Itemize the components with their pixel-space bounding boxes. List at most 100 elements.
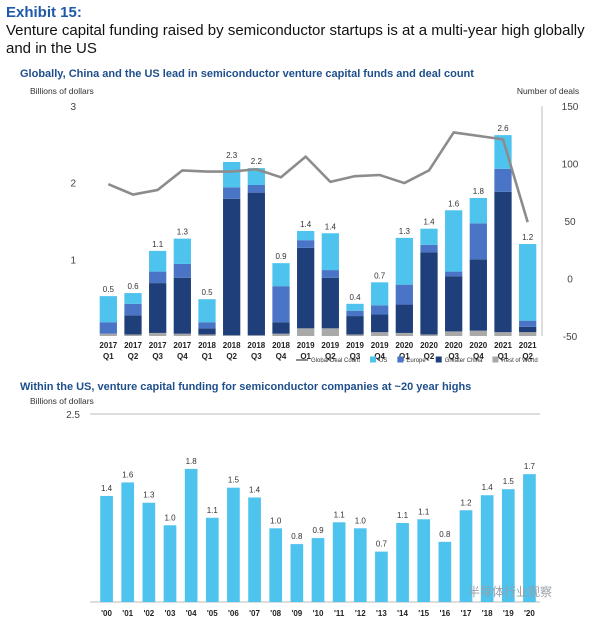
bar-segment — [297, 247, 315, 329]
bar-segment — [272, 263, 290, 287]
x-tick-label: '07 — [249, 609, 260, 618]
data-label: 1.4 — [482, 483, 494, 492]
watermark: 半导体行业观察 — [468, 585, 553, 599]
bar-segment — [469, 259, 487, 331]
data-label: 0.8 — [291, 532, 303, 541]
y-tick-label: 3 — [70, 102, 76, 113]
bar-segment — [519, 332, 537, 336]
x-tick-year: 2019 — [321, 341, 339, 350]
bar — [121, 482, 135, 602]
data-label: 1.3 — [177, 228, 189, 237]
bar-segment — [321, 233, 339, 271]
bar — [290, 544, 304, 602]
legend-swatch — [397, 356, 404, 363]
x-tick-year: 2021 — [519, 341, 537, 350]
x-tick-quarter: Q1 — [300, 352, 311, 361]
x-tick-label: '02 — [143, 609, 154, 618]
bar — [142, 502, 156, 602]
bar — [248, 497, 261, 602]
bar-segment — [494, 168, 512, 192]
data-label: 2.6 — [497, 124, 509, 133]
x-tick-quarter: Q1 — [103, 352, 114, 361]
bar-segment — [519, 244, 537, 321]
x-tick-year: 2020 — [420, 341, 438, 350]
data-label: 2.2 — [251, 157, 263, 166]
bar-segment — [99, 333, 117, 336]
data-label: 1.7 — [524, 462, 536, 471]
bar-segment — [99, 322, 117, 334]
bar-segment — [445, 276, 463, 332]
bar-segment — [173, 277, 191, 334]
y-tick-label: 2 — [70, 179, 76, 190]
x-tick-label: '15 — [418, 609, 429, 618]
x-tick-year: 2018 — [198, 341, 216, 350]
x-tick-quarter: Q2 — [325, 352, 336, 361]
data-label: 1.6 — [448, 199, 460, 208]
data-label: 0.8 — [439, 530, 451, 539]
x-tick-quarter: Q1 — [399, 352, 410, 361]
bar-segment — [124, 315, 142, 335]
us-vc-chart: Within the US, venture capital funding f… — [20, 381, 540, 618]
data-label: 1.4 — [249, 485, 261, 494]
bar-segment — [321, 277, 339, 329]
legend-label: Global Deal Count — [311, 358, 360, 364]
bar-segment — [223, 335, 241, 336]
data-label: 1.1 — [152, 240, 164, 249]
bar — [227, 487, 240, 602]
x-tick-year: 2018 — [272, 341, 290, 350]
bar-segment — [420, 228, 438, 245]
bar-segment — [198, 299, 216, 323]
x-tick-year: 2017 — [149, 341, 167, 350]
x-tick-quarter: Q2 — [522, 352, 533, 361]
data-label: 1.3 — [399, 227, 411, 236]
x-tick-label: '10 — [313, 609, 324, 618]
data-label: 0.5 — [201, 288, 213, 297]
bar — [459, 510, 473, 602]
bar — [184, 468, 198, 602]
global-vc-chart: Globally, China and the US lead in semic… — [20, 68, 579, 364]
bar-segment — [395, 284, 413, 305]
y-tick-label: 1 — [70, 255, 76, 266]
bar-segment — [173, 238, 191, 264]
data-label: 1.0 — [164, 513, 176, 522]
data-label: 1.6 — [122, 470, 134, 479]
bar-segment — [519, 320, 537, 327]
bar — [396, 523, 409, 602]
bar-segment — [346, 334, 364, 336]
y2-axis-label: Number of deals — [517, 86, 579, 96]
bar-segment — [124, 303, 142, 316]
data-label: 1.3 — [143, 491, 155, 500]
legend-swatch — [435, 356, 442, 363]
x-tick-quarter: Q4 — [177, 352, 188, 361]
bar-segment — [173, 263, 191, 278]
data-label: 1.0 — [270, 516, 282, 525]
chart-title: Within the US, venture capital funding f… — [20, 381, 471, 393]
bar-segment — [494, 191, 512, 333]
x-tick-year: 2019 — [371, 341, 389, 350]
x-tick-label: '04 — [186, 609, 197, 618]
bar-segment — [346, 303, 364, 311]
x-tick-year: 2017 — [173, 341, 191, 350]
bar-segment — [272, 322, 290, 334]
data-label: 2.3 — [226, 151, 238, 160]
x-tick-quarter: Q1 — [498, 352, 509, 361]
bar-segment — [173, 333, 191, 336]
x-tick-label: '00 — [101, 609, 112, 618]
data-label: 1.4 — [423, 218, 435, 227]
bar-segment — [395, 304, 413, 333]
y2-tick-label: 50 — [564, 217, 576, 228]
legend-label: US — [379, 358, 387, 364]
bar-segment — [445, 271, 463, 277]
bar — [163, 525, 177, 602]
bar — [438, 541, 452, 602]
x-tick-label: '16 — [439, 609, 450, 618]
x-tick-year: 2020 — [395, 341, 413, 350]
bar-segment — [247, 335, 265, 336]
bar-segment — [371, 332, 389, 336]
x-tick-year: 2017 — [99, 341, 117, 350]
legend-swatch — [492, 356, 499, 363]
exhibit-headline: Venture capital funding raised by semico… — [6, 22, 585, 57]
bar-segment — [519, 326, 537, 333]
chart-title: Globally, China and the US lead in semic… — [20, 68, 474, 80]
bar-segment — [198, 322, 216, 329]
